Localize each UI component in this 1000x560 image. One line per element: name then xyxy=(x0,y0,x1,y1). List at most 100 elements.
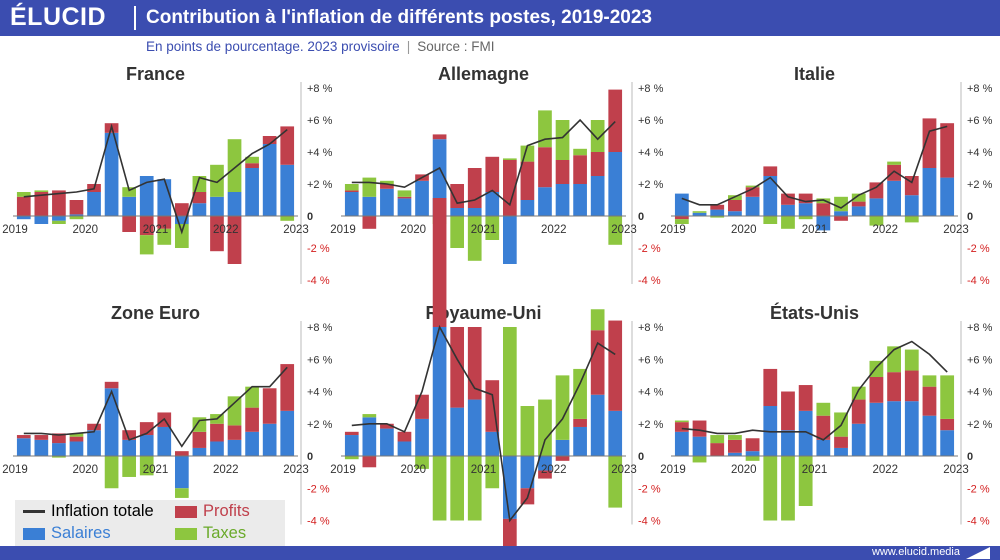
bar-profits xyxy=(122,430,137,440)
bar-taxes xyxy=(245,386,259,408)
chart-panel-3: Zone Euro +8 % +6 % +4 % +2 % 0 -2 % -4 % 2019 20… xyxy=(2,303,332,528)
y-tick-label: +6 % xyxy=(307,354,333,366)
bar-profits xyxy=(139,422,154,436)
subtitle-line: En points de pourcentage. 2023 provisoir… xyxy=(146,39,494,54)
bar-profits xyxy=(869,182,884,199)
bar-profits xyxy=(834,216,848,221)
bar-profits xyxy=(210,423,224,442)
bar-salaires xyxy=(816,216,831,231)
bar-salaires xyxy=(485,192,500,216)
bar-profits xyxy=(940,123,955,178)
x-tick-label: 2022 xyxy=(541,224,567,236)
y-tick-label: +4 % xyxy=(967,387,993,399)
bar-profits xyxy=(34,192,49,216)
website-link[interactable]: www.elucid.media xyxy=(871,546,960,558)
bar-salaires xyxy=(69,441,84,456)
bar-salaires xyxy=(887,180,901,216)
bar-taxes xyxy=(816,402,831,416)
bar-taxes xyxy=(122,456,137,477)
bar-salaires xyxy=(869,198,884,216)
chart-title: États-Unis xyxy=(770,302,859,323)
inflation-line-swatch xyxy=(23,510,45,513)
legend-label-taxes: Taxes xyxy=(203,524,247,542)
y-tick-label: -2 % xyxy=(638,483,661,495)
x-tick-label: 2020 xyxy=(400,224,426,236)
x-tick-label: 2022 xyxy=(213,464,239,476)
bar-profits xyxy=(16,196,31,216)
bar-salaires xyxy=(157,426,172,456)
bar-profits xyxy=(262,388,277,424)
bar-taxes xyxy=(781,456,795,521)
x-tick-label: 2021 xyxy=(143,224,169,236)
bar-profits xyxy=(245,163,259,168)
bar-profits xyxy=(728,200,742,212)
x-tick-label: 2023 xyxy=(611,464,637,476)
bar-salaires xyxy=(520,200,535,216)
bar-taxes xyxy=(674,420,689,423)
x-tick-label: 2021 xyxy=(471,464,497,476)
bar-profits xyxy=(940,418,955,431)
bar-taxes xyxy=(745,456,760,461)
bar-salaires xyxy=(450,407,465,456)
bar-taxes xyxy=(157,228,172,245)
y-tick-label: -4 % xyxy=(307,275,330,287)
y-tick-label: +6 % xyxy=(967,354,993,366)
page-title: Contribution à l'inflation de différents… xyxy=(146,7,652,28)
bar-taxes xyxy=(538,399,552,456)
bar-taxes xyxy=(538,110,552,148)
x-tick-label: 2019 xyxy=(2,464,28,476)
bar-salaires xyxy=(887,401,901,456)
y-tick-label: +4 % xyxy=(307,387,333,399)
bar-taxes xyxy=(887,161,901,165)
y-tick-label: -2 % xyxy=(967,243,990,255)
x-tick-label: 2020 xyxy=(72,224,98,236)
bar-profits xyxy=(816,415,831,440)
bar-salaires xyxy=(590,394,605,456)
bar-profits xyxy=(834,436,848,448)
bar-taxes xyxy=(608,456,623,508)
bar-salaires xyxy=(674,193,689,216)
y-tick-label: -2 % xyxy=(307,243,330,255)
brand-logo[interactable]: ÉLUCID xyxy=(10,3,107,31)
bar-taxes xyxy=(710,216,725,218)
bar-salaires xyxy=(745,451,760,456)
bar-taxes xyxy=(520,406,535,456)
bar-salaires xyxy=(192,203,207,216)
x-tick-label: 2020 xyxy=(72,464,98,476)
bar-salaires xyxy=(728,211,742,216)
bar-profits xyxy=(432,134,447,140)
bar-taxes xyxy=(16,192,31,197)
bar-salaires xyxy=(432,139,447,216)
bar-taxes xyxy=(692,456,707,463)
bar-salaires xyxy=(174,216,189,224)
bar-salaires xyxy=(227,192,242,216)
bar-profits xyxy=(52,433,66,444)
bar-salaires xyxy=(922,168,937,216)
bar-taxes xyxy=(710,435,725,444)
bar-profits xyxy=(590,330,605,395)
bar-profits xyxy=(763,166,778,176)
x-tick-label: 2019 xyxy=(660,224,686,236)
bar-profits xyxy=(816,203,831,216)
bar-profits xyxy=(139,216,154,236)
inflation-line xyxy=(23,366,288,448)
bar-profits xyxy=(763,368,778,407)
bar-profits xyxy=(245,407,259,432)
bar-taxes xyxy=(555,120,570,160)
bar-profits xyxy=(573,155,587,184)
bar-profits xyxy=(380,423,394,429)
x-tick-label: 2022 xyxy=(541,464,567,476)
bar-salaires xyxy=(922,415,937,456)
bar-profits xyxy=(922,386,937,416)
y-tick-label: +6 % xyxy=(638,354,664,366)
bar-profits xyxy=(174,451,189,456)
bar-salaires xyxy=(520,456,535,489)
y-tick-label: 0 xyxy=(967,211,973,223)
brand-mark-icon xyxy=(966,547,990,559)
bar-salaires xyxy=(798,203,813,216)
bar-salaires xyxy=(816,439,831,456)
bar-salaires xyxy=(904,401,919,456)
y-tick-label: +2 % xyxy=(638,179,664,191)
bar-salaires xyxy=(16,438,31,456)
